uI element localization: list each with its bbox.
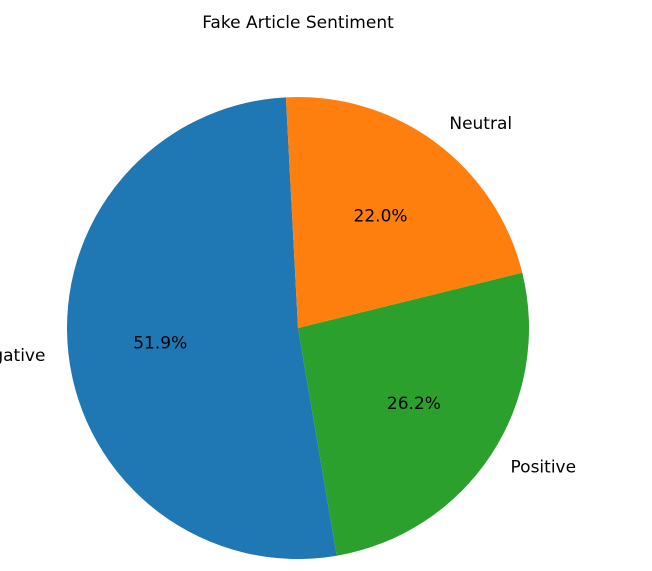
pie-outer-labels: Negative Positive Neutral — [0, 114, 576, 477]
chart-title: Fake Article Sentiment — [202, 13, 394, 33]
pie-slice-negative — [67, 97, 337, 559]
pie-slices — [67, 96, 529, 559]
slice-label-positive: Positive — [511, 457, 577, 477]
pie-percent-labels: 51.9% 26.2% 22.0% — [133, 207, 441, 414]
slice-label-neutral: Neutral — [449, 114, 512, 134]
percent-label-positive: 26.2% — [387, 394, 441, 414]
pie-slice-neutral — [285, 96, 523, 328]
percent-label-neutral: 22.0% — [354, 207, 408, 227]
percent-label-negative: 51.9% — [133, 333, 187, 353]
pie-slice-positive — [298, 272, 529, 556]
slice-label-negative: Negative — [0, 346, 45, 366]
